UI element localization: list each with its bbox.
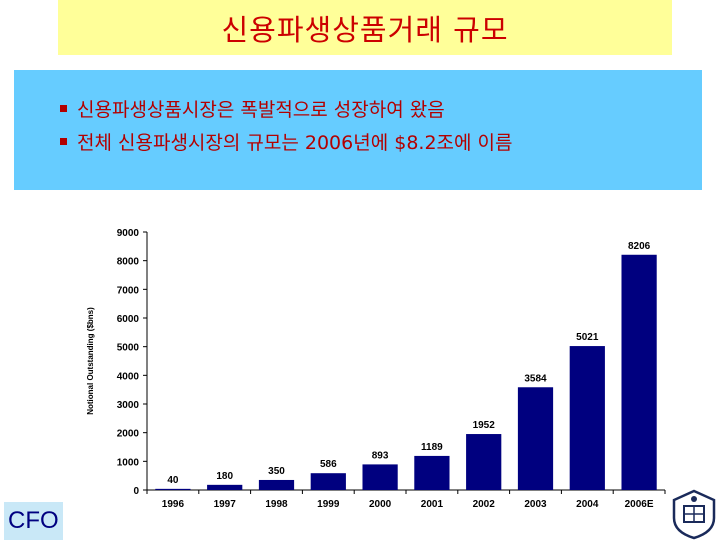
y-tick-label: 0	[133, 486, 139, 497]
bullet-item: 전체 신용파생시장의 규모는 2006년에 $8.2조에 이름	[60, 127, 702, 160]
bullet-item: 신용파생상품시장은 폭발적으로 성장하여 왔음	[60, 94, 702, 127]
bar-2002	[466, 434, 502, 490]
bar-1999	[310, 473, 346, 490]
y-axis-label: Notional Outstanding ($bns)	[86, 307, 95, 415]
bar-2003	[517, 387, 554, 490]
y-tick-label: 2000	[117, 429, 140, 440]
x-tick-label: 1996	[162, 499, 185, 510]
data-label: 586	[320, 459, 337, 470]
x-tick-label: 2004	[576, 499, 599, 510]
y-tick-label: 3000	[117, 400, 140, 411]
data-label: 1952	[473, 420, 496, 431]
footer-label-text: CFO	[8, 507, 59, 534]
y-tick-label: 4000	[117, 371, 140, 382]
square-bullet-icon	[60, 138, 67, 145]
x-tick-label: 2001	[421, 499, 444, 510]
y-tick-label: 1000	[117, 457, 140, 468]
data-label: 1189	[421, 442, 443, 453]
data-label: 3584	[524, 373, 547, 384]
x-tick-label: 2002	[473, 499, 496, 510]
footer-label: CFO	[4, 502, 63, 540]
y-tick-label: 8000	[117, 257, 140, 268]
bar-chart-svg: 0 1000 2000 3000 4000 5000 6000 7000 8000 9000 Not…	[86, 228, 666, 510]
bar-1998	[258, 479, 295, 490]
title-banner: 신용파생상품거래 규모	[58, 0, 672, 55]
data-label: 893	[372, 450, 389, 461]
bullet-panel: 신용파생상품시장은 폭발적으로 성장하여 왔음 전체 신용파생시장의 규모는 2…	[14, 70, 702, 190]
bar-1996	[155, 488, 191, 490]
x-tick-label: 2003	[524, 499, 547, 510]
bar-2001	[414, 455, 450, 490]
data-label: 180	[216, 471, 233, 482]
bar-chart: 0 1000 2000 3000 4000 5000 6000 7000 8000 9000 Not…	[80, 218, 670, 518]
data-label: 5021	[576, 332, 599, 343]
x-tick-label: 2000	[369, 499, 392, 510]
bullet-text: 전체 신용파생시장의 규모는 2006년에 $8.2조에 이름	[77, 132, 513, 154]
x-tick-label: 1998	[265, 499, 288, 510]
x-tick-label: 1997	[214, 499, 237, 510]
square-bullet-icon	[60, 105, 67, 112]
y-tick-label: 6000	[117, 314, 140, 325]
data-label: 40	[167, 475, 179, 486]
bar-2000	[362, 464, 398, 490]
y-tick-label: 9000	[117, 228, 140, 239]
bullet-text: 신용파생상품시장은 폭발적으로 성장하여 왔음	[77, 99, 445, 121]
y-tick-label: 7000	[117, 285, 140, 296]
data-label: 350	[268, 466, 285, 477]
slide-title: 신용파생상품거래 규모	[221, 12, 509, 47]
data-label: 8206	[628, 241, 651, 252]
y-tick-label: 5000	[117, 343, 140, 354]
x-tick-label: 1999	[317, 499, 340, 510]
bar-2006E	[621, 254, 657, 490]
bar-2004	[569, 346, 605, 490]
x-tick-label: 2006E	[625, 499, 654, 510]
bar-1997	[207, 484, 243, 490]
university-emblem-icon	[668, 488, 720, 540]
